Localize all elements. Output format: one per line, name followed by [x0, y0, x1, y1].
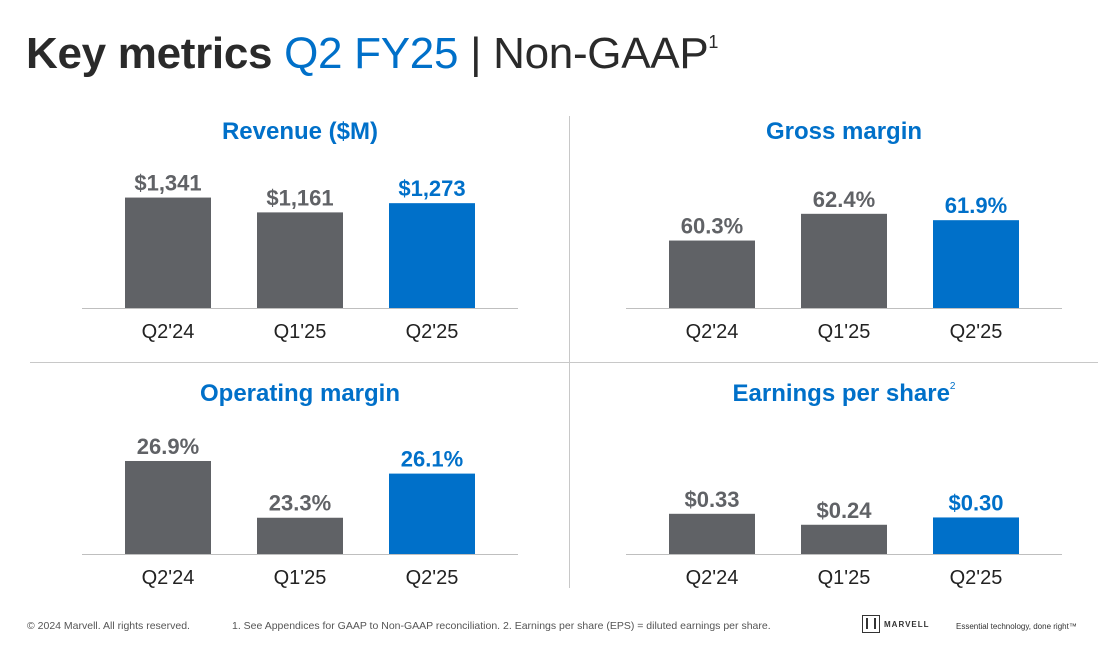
title-period: Q2 FY25 — [284, 29, 459, 78]
data-label: $0.30 — [948, 490, 1003, 515]
bar-3 — [933, 517, 1019, 554]
horizontal-divider — [30, 362, 1098, 363]
bar-1 — [669, 240, 755, 308]
bar-3 — [389, 473, 475, 554]
data-label: 26.9% — [137, 434, 199, 459]
category-label: Q2'24 — [142, 321, 195, 343]
vertical-divider — [569, 116, 570, 588]
data-label: $0.24 — [816, 498, 872, 523]
footnotes: 1. See Appendices for GAAP to Non-GAAP r… — [232, 620, 771, 632]
eps-title-footnote: 2 — [949, 381, 956, 392]
data-label: 60.3% — [681, 214, 743, 239]
category-label: Q2'25 — [406, 567, 459, 589]
eps-panel: Earnings per share2 $0.33 Q2'24 $0.24 Q1'25… — [626, 378, 1062, 590]
gross-margin-chart-title: Gross margin — [765, 118, 923, 145]
copyright: © 2024 Marvell. All rights reserved. — [27, 620, 190, 632]
title-main: Key metrics — [26, 29, 273, 78]
category-label: Q2'25 — [950, 321, 1003, 343]
data-label: 26.1% — [401, 447, 463, 472]
category-label: Q1'25 — [818, 321, 871, 343]
marvell-logo: MARVELL — [862, 615, 930, 633]
category-label: Q2'25 — [406, 321, 459, 343]
bar-1 — [125, 197, 211, 308]
revenue-panel: Revenue ($M) $1,341 Q2'24 $1,161 Q1'25 $1,27… — [82, 116, 518, 356]
data-label: 62.4% — [813, 187, 875, 212]
title-separator: | — [470, 29, 482, 78]
gross-margin-chart: 60.3% Q2'24 62.4% Q1'25 61.9% Q2'25 — [626, 187, 1062, 343]
category-label: Q2'24 — [142, 567, 195, 589]
operating-margin-chart: 26.9% Q2'24 23.3% Q1'25 26.1% Q2'25 — [82, 434, 518, 589]
logo-text: MARVELL — [884, 619, 930, 629]
title-basis: Non-GAAP — [493, 29, 709, 78]
bar-3 — [389, 203, 475, 308]
bar-2 — [257, 212, 343, 308]
data-label: $1,341 — [134, 171, 201, 196]
data-label: $1,273 — [398, 176, 465, 201]
title-footnote: 1 — [708, 32, 719, 52]
revenue-chart-title: Revenue ($M) — [221, 118, 379, 145]
page-title: Key metrics Q2 FY25 | Non-GAAP1 — [26, 28, 718, 88]
tagline: Essential technology, done right™ — [956, 622, 1077, 631]
data-label: 23.3% — [269, 491, 331, 516]
eps-chart: $0.33 Q2'24 $0.24 Q1'25 $0.30 Q2'25 — [626, 487, 1062, 589]
operating-margin-panel: Operating margin 26.9% Q2'24 23.3% Q1'25 26.… — [82, 378, 518, 590]
category-label: Q2'25 — [950, 567, 1003, 589]
category-label: Q1'25 — [818, 567, 871, 589]
operating-margin-chart-title: Operating margin — [199, 380, 401, 407]
category-label: Q2'24 — [686, 321, 739, 343]
marvell-logo-icon — [862, 615, 880, 633]
data-label: $1,161 — [266, 185, 333, 210]
eps-chart-title: Earnings per share2 — [626, 380, 1062, 408]
category-label: Q2'24 — [686, 567, 739, 589]
bar-1 — [669, 513, 755, 554]
bar-3 — [933, 220, 1019, 308]
eps-title-text: Earnings per share — [732, 380, 950, 407]
category-label: Q1'25 — [274, 321, 327, 343]
gross-margin-panel: Gross margin 60.3% Q2'24 62.4% Q1'25 61.9% Q2… — [626, 116, 1062, 356]
bar-1 — [125, 460, 211, 554]
data-label: 61.9% — [945, 193, 1007, 218]
category-label: Q1'25 — [274, 567, 327, 589]
bar-2 — [801, 524, 887, 554]
data-label: $0.33 — [684, 487, 739, 512]
revenue-chart: $1,341 Q2'24 $1,161 Q1'25 $1,273 Q2'25 — [82, 171, 518, 343]
bar-2 — [801, 213, 887, 308]
bar-2 — [257, 517, 343, 554]
